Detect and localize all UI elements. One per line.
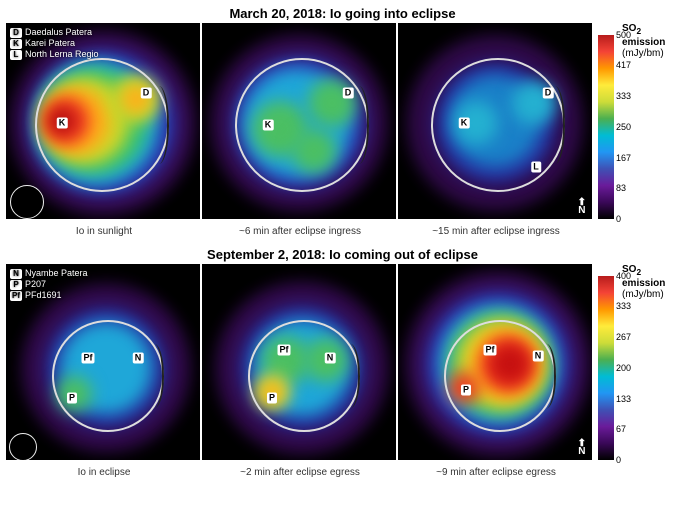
colorbar-tick: 333 (616, 91, 631, 101)
feature-marker: D (543, 88, 554, 99)
section-title: September 2, 2018: Io coming out of ecli… (6, 247, 679, 262)
panel-caption: ~15 min after eclipse ingress (398, 223, 594, 247)
feature-marker: Pf (278, 345, 291, 356)
feature-marker: K (263, 120, 274, 131)
legend-text: PFd1691 (25, 290, 62, 301)
legend-item: NNyambe Patera (10, 268, 88, 279)
colorbar: 500417333250167830SO2emission(mJy/bm) (598, 23, 665, 219)
colorbar-tick: 500 (616, 30, 631, 40)
panels: PfNPNNyambe PateraPP207PfPFd1691PfNPPfNP… (6, 264, 592, 460)
beam-size-circle (9, 433, 37, 460)
legend-item: DDaedalus Patera (10, 27, 99, 38)
colorbar-tick: 167 (616, 153, 631, 163)
colorbar-label: SO2emission(mJy/bm) (622, 23, 665, 59)
legend-item: PfPFd1691 (10, 290, 88, 301)
colorbar-tick: 333 (616, 301, 631, 311)
colorbar: 400333267200133670SO2emission(mJy/bm) (598, 264, 665, 460)
section-title: March 20, 2018: Io going into eclipse (6, 6, 679, 21)
panel-caption: ~9 min after eclipse egress (398, 464, 594, 488)
colorbar-tick: 400 (616, 271, 631, 281)
caption-row: Io in eclipse~2 min after eclipse egress… (6, 464, 679, 488)
north-arrow-icon: ⬆N (578, 199, 586, 215)
legend-chip: D (10, 28, 22, 38)
legend-item: KKarei Patera (10, 38, 99, 49)
feature-marker: D (141, 88, 152, 99)
heatmap-panel: KDDDaedalus PateraKKarei PateraLNorth Le… (6, 23, 200, 219)
colorbar-tick: 417 (616, 60, 631, 70)
cbar-label-sub: 2 (636, 267, 641, 277)
colorbar-label: SO2emission(mJy/bm) (622, 264, 665, 300)
io-limb-circle (52, 320, 164, 432)
legend-text: North Lerna Regio (25, 49, 99, 60)
cbar-label-sub: 2 (636, 26, 641, 36)
colorbar-tick: 0 (616, 214, 621, 224)
cbar-label-unit: (mJy/bm) (622, 289, 664, 300)
colorbar-tick: 83 (616, 183, 626, 193)
legend-chip: N (10, 269, 22, 279)
colorbar-tick: 200 (616, 363, 631, 373)
feature-marker: N (533, 351, 544, 362)
colorbar-tick: 250 (616, 122, 631, 132)
feature-legend: NNyambe PateraPP207PfPFd1691 (10, 268, 88, 301)
legend-chip: K (10, 39, 22, 49)
feature-marker: K (57, 118, 68, 129)
heatmap-panel: Pf N P (202, 264, 396, 460)
heatmap-panel: K D L ⬆N (398, 23, 592, 219)
feature-marker: P (67, 393, 77, 404)
row: PfNPNNyambe PateraPP207PfPFd1691PfNPPfNP… (6, 264, 679, 460)
panels: KDDDaedalus PateraKKarei PateraLNorth Le… (6, 23, 592, 219)
io-limb-circle (444, 320, 556, 432)
colorbar-tick: 0 (616, 455, 621, 465)
legend-chip: L (10, 50, 22, 60)
caption-row: Io in sunlight~6 min after eclipse ingre… (6, 223, 679, 247)
legend-item: LNorth Lerna Regio (10, 49, 99, 60)
io-limb-circle (248, 320, 360, 432)
legend-text: Karei Patera (25, 38, 75, 49)
heatmap-panel: PfNPNNyambe PateraPP207PfPFd1691 (6, 264, 200, 460)
colorbar-bar (598, 23, 614, 219)
colorbar-tick: 267 (616, 332, 631, 342)
colorbar-gradient (598, 276, 614, 460)
io-limb-circle (431, 58, 565, 192)
colorbar-gradient (598, 35, 614, 219)
legend-text: Daedalus Patera (25, 27, 92, 38)
legend-text: Nyambe Patera (25, 268, 88, 279)
colorbar-tick: 133 (616, 394, 631, 404)
feature-marker: P (461, 385, 471, 396)
feature-marker: D (343, 88, 354, 99)
feature-marker: L (531, 162, 541, 173)
north-arrow-icon: ⬆N (578, 440, 586, 456)
legend-chip: Pf (10, 291, 22, 301)
legend-text: P207 (25, 279, 46, 290)
cbar-label-unit: (mJy/bm) (622, 48, 664, 59)
colorbar-bar (598, 264, 614, 460)
panel-caption: ~6 min after eclipse ingress (202, 223, 398, 247)
io-limb-circle (35, 58, 169, 192)
colorbar-tick: 67 (616, 424, 626, 434)
row: KDDDaedalus PateraKKarei PateraLNorth Le… (6, 23, 679, 219)
feature-marker: N (325, 353, 336, 364)
beam-size-circle (10, 185, 44, 219)
heatmap-panel: KD (202, 23, 396, 219)
heatmap-panel: Pf N P ⬆N (398, 264, 592, 460)
legend-chip: P (10, 280, 22, 290)
feature-legend: DDaedalus PateraKKarei PateraLNorth Lern… (10, 27, 99, 60)
feature-marker: K (459, 118, 470, 129)
feature-marker: Pf (82, 353, 95, 364)
panel-caption: ~2 min after eclipse egress (202, 464, 398, 488)
legend-item: PP207 (10, 279, 88, 290)
panel-caption: Io in sunlight (6, 223, 202, 247)
feature-marker: N (133, 353, 144, 364)
feature-marker: Pf (484, 345, 497, 356)
panel-caption: Io in eclipse (6, 464, 202, 488)
feature-marker: P (267, 393, 277, 404)
io-limb-circle (235, 58, 369, 192)
